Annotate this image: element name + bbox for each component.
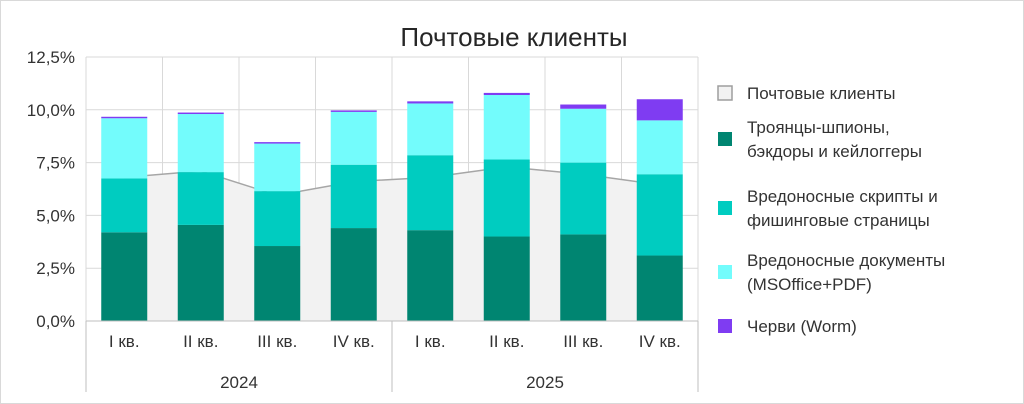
y-tick-label: 10,0%: [27, 101, 75, 120]
bar-segment: [101, 116, 148, 119]
bar-segment: [330, 111, 377, 165]
x-tick-label: I кв.: [415, 332, 446, 351]
legend: Почтовые клиенты Троянцы-шпионы, бэкдоры и…: [717, 84, 945, 336]
bar-segment: [101, 178, 148, 233]
legend-label: (MSOffice+PDF): [747, 275, 872, 294]
y-tick-label: 12,5%: [27, 48, 75, 67]
y-tick-label: 0,0%: [36, 312, 75, 331]
bar-segment: [560, 162, 607, 235]
bar-segment: [407, 101, 454, 104]
legend-swatch: [718, 265, 732, 279]
legend-swatch: [717, 85, 733, 101]
bar-segment: [407, 103, 454, 156]
bar-segment: [560, 234, 607, 321]
legend-label: Черви (Worm): [747, 317, 857, 336]
bar-segment: [636, 120, 683, 175]
legend-swatch: [718, 319, 732, 333]
bar-segment: [101, 118, 148, 179]
legend-swatch: [718, 201, 732, 215]
x-tick-label: III кв.: [563, 332, 603, 351]
bar-segment: [560, 108, 607, 163]
legend-label: бэкдоры и кейлоггеры: [747, 142, 922, 161]
bar-segment: [177, 114, 224, 173]
group-label: 2024: [220, 373, 258, 392]
y-tick-label: 2,5%: [36, 259, 75, 278]
x-tick-label: I кв.: [109, 332, 140, 351]
bar-segment: [330, 110, 377, 112]
x-tick-label: IV кв.: [333, 332, 375, 351]
bar-segment: [483, 236, 530, 321]
x-tick-label: II кв.: [489, 332, 524, 351]
bar-segment: [407, 155, 454, 231]
chart-title: Почтовые клиенты: [400, 22, 627, 52]
bar-segment: [254, 143, 301, 192]
bar-segment: [636, 255, 683, 321]
bar-segment: [254, 246, 301, 321]
bar-segment: [177, 112, 224, 115]
bar-segment: [101, 232, 148, 321]
x-tick-label: II кв.: [183, 332, 218, 351]
bar-segment: [177, 172, 224, 225]
bar-segment: [254, 142, 301, 144]
y-tick-label: 7,5%: [36, 154, 75, 173]
x-tick-label: IV кв.: [639, 332, 681, 351]
legend-label: фишинговые страницы: [747, 211, 930, 230]
group-label: 2025: [526, 373, 564, 392]
bar-segment: [330, 164, 377, 229]
legend-label: Вредоносные скрипты и: [747, 187, 938, 206]
legend-swatch: [718, 132, 732, 146]
bar-segment: [636, 99, 683, 121]
axes: 0,0% 2,5% 5,0% 7,5% 10,0% 12,5% I кв. II кв. III…: [27, 48, 699, 392]
bar-segment: [560, 104, 607, 109]
y-tick-label: 5,0%: [36, 206, 75, 225]
bar-segment: [330, 228, 377, 321]
bar-segment: [483, 92, 530, 96]
legend-label: Вредоносные документы: [747, 251, 945, 270]
bar-segment: [483, 159, 530, 237]
legend-label: Почтовые клиенты: [747, 84, 896, 103]
legend-label: Троянцы-шпионы,: [747, 118, 890, 137]
bar-segment: [636, 174, 683, 256]
bar-segment: [483, 95, 530, 160]
x-tick-label: III кв.: [257, 332, 297, 351]
bar-segment: [407, 230, 454, 321]
bar-segment: [254, 191, 301, 247]
bar-segment: [177, 224, 224, 321]
bars: [101, 92, 683, 321]
